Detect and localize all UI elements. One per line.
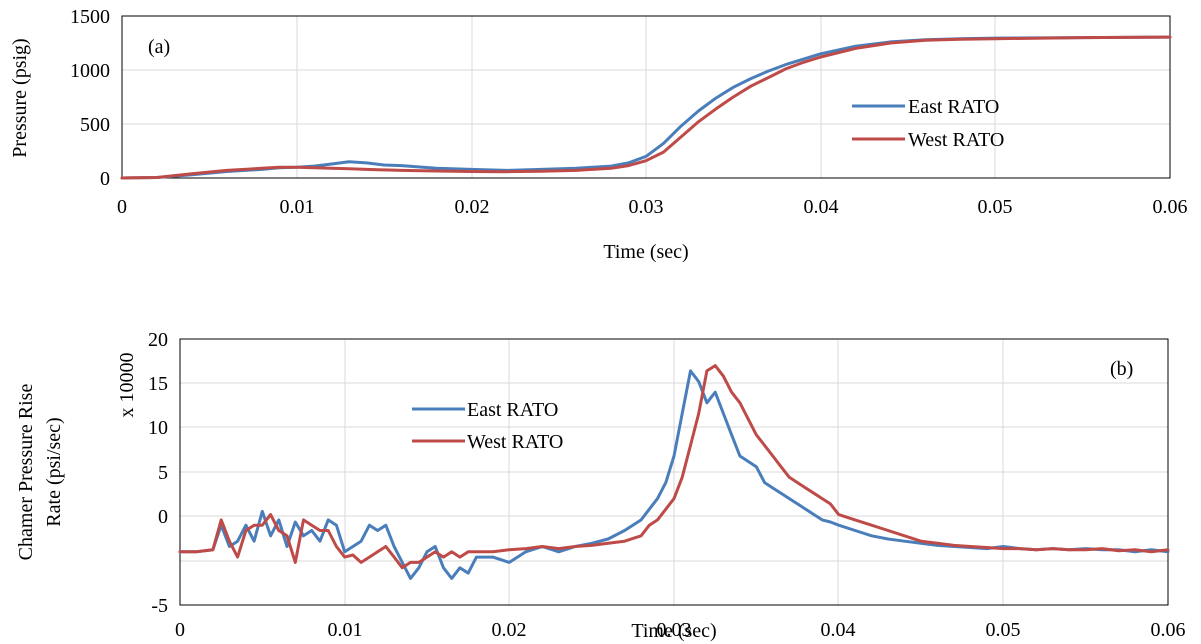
chart-b-y-tick: 10: [148, 417, 168, 439]
chart-a-y-tick: 0: [100, 168, 110, 190]
chart-b-x-tick: 0.04: [821, 619, 856, 641]
chart-b-plot-frame: [179, 338, 1169, 606]
chart-a-x-tick: 0.06: [1153, 196, 1188, 218]
chart-b-gridlines: [180, 340, 1168, 605]
chart-b-y-axis-label-line1: Chamer Pressure Rise: [15, 384, 37, 561]
chart-a-y-tick: 1500: [70, 6, 110, 28]
chart-a-x-tick: 0.03: [629, 196, 664, 218]
chart-b-y-tick-labels: -5 0 5 10 15 20: [148, 329, 168, 617]
chart-b-y-tick: 15: [148, 373, 168, 395]
chart-b-y-axis-label-line2: Rate (psi/sec): [43, 417, 65, 526]
chart-b-x-tick: 0.05: [986, 619, 1021, 641]
chart-b-legend-label-west: West RATO: [467, 431, 563, 453]
chart-b-x-tick: 0: [175, 619, 185, 641]
chart-b-y-tick: 20: [148, 329, 168, 351]
chart-a-y-tick: 1000: [70, 60, 110, 82]
chart-a: 0 500 1000 1500 0 0.01 0.02 0.03 0.04 0.…: [9, 6, 1188, 263]
chart-a-x-tick: 0: [117, 196, 127, 218]
chart-b-y-tick: 5: [158, 462, 168, 484]
chart-a-x-tick: 0.02: [455, 196, 490, 218]
chart-b-panel-label: (b): [1110, 358, 1133, 380]
chart-a-x-tick: 0.05: [978, 196, 1013, 218]
chart-b-x-axis-label: Time (sec): [631, 620, 716, 642]
chart-a-series-west-rato: [120, 35, 1172, 180]
chart-a-gridlines: [122, 16, 1170, 178]
chart-b-x-tick: 0.06: [1151, 619, 1186, 641]
chart-a-plot-frame: [121, 15, 1171, 179]
chart-a-x-axis-label: Time (sec): [603, 241, 688, 263]
chart-b-x-tick-labels: 0 0.01 0.02 0.03 0.04 0.05 0.06: [175, 619, 1186, 641]
chart-a-legend: East RATO West RATO: [852, 96, 1004, 151]
chart-a-series: [120, 35, 1172, 180]
chart-a-x-tick: 0.01: [280, 196, 315, 218]
chart-b-x-tick: 0.01: [328, 619, 363, 641]
chart-a-x-tick-labels: 0 0.01 0.02 0.03 0.04 0.05 0.06: [117, 196, 1188, 218]
chart-a-y-tick-labels: 0 500 1000 1500: [70, 6, 110, 190]
chart-a-y-tick: 500: [80, 114, 110, 136]
chart-a-x-tick: 0.04: [804, 196, 839, 218]
chart-b-y-tick: -5: [151, 595, 168, 617]
chart-b-series-west-rato: [178, 364, 1170, 570]
chart-b-legend-label-east: East RATO: [467, 399, 558, 421]
chart-b: -5 0 5 10 15 20 0 0.01 0.02 0.03 0.04 0.…: [15, 329, 1186, 642]
chart-a-panel-label: (a): [148, 36, 170, 58]
chart-b-series-east-rato: [178, 369, 1170, 580]
chart-b-y-scale-label: x 10000: [116, 353, 138, 418]
chart-b-x-tick: 0.02: [492, 619, 527, 641]
chart-b-x-tick: 0.03: [657, 619, 692, 641]
chart-a-legend-label-east: East RATO: [908, 96, 999, 118]
chart-a-legend-label-west: West RATO: [908, 129, 1004, 151]
chart-b-series: [178, 364, 1170, 580]
chart-b-y-tick: 0: [158, 506, 168, 528]
chart-b-legend: East RATO West RATO: [412, 399, 563, 453]
chart-a-y-axis-label: Pressure (psig): [9, 38, 31, 157]
